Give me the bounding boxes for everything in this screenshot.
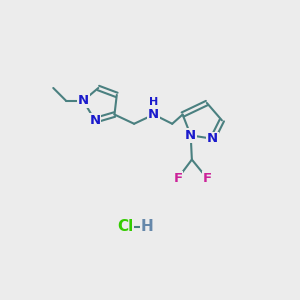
Text: H: H [140, 219, 153, 234]
Text: N: N [207, 132, 218, 145]
Text: H: H [149, 97, 158, 107]
Text: N: N [89, 114, 100, 127]
Text: N: N [185, 129, 196, 142]
Text: H: H [148, 108, 159, 121]
Text: N: N [78, 94, 89, 107]
Text: F: F [173, 172, 183, 184]
Text: N: N [148, 108, 159, 121]
Text: Cl: Cl [117, 219, 133, 234]
Text: F: F [202, 172, 212, 184]
